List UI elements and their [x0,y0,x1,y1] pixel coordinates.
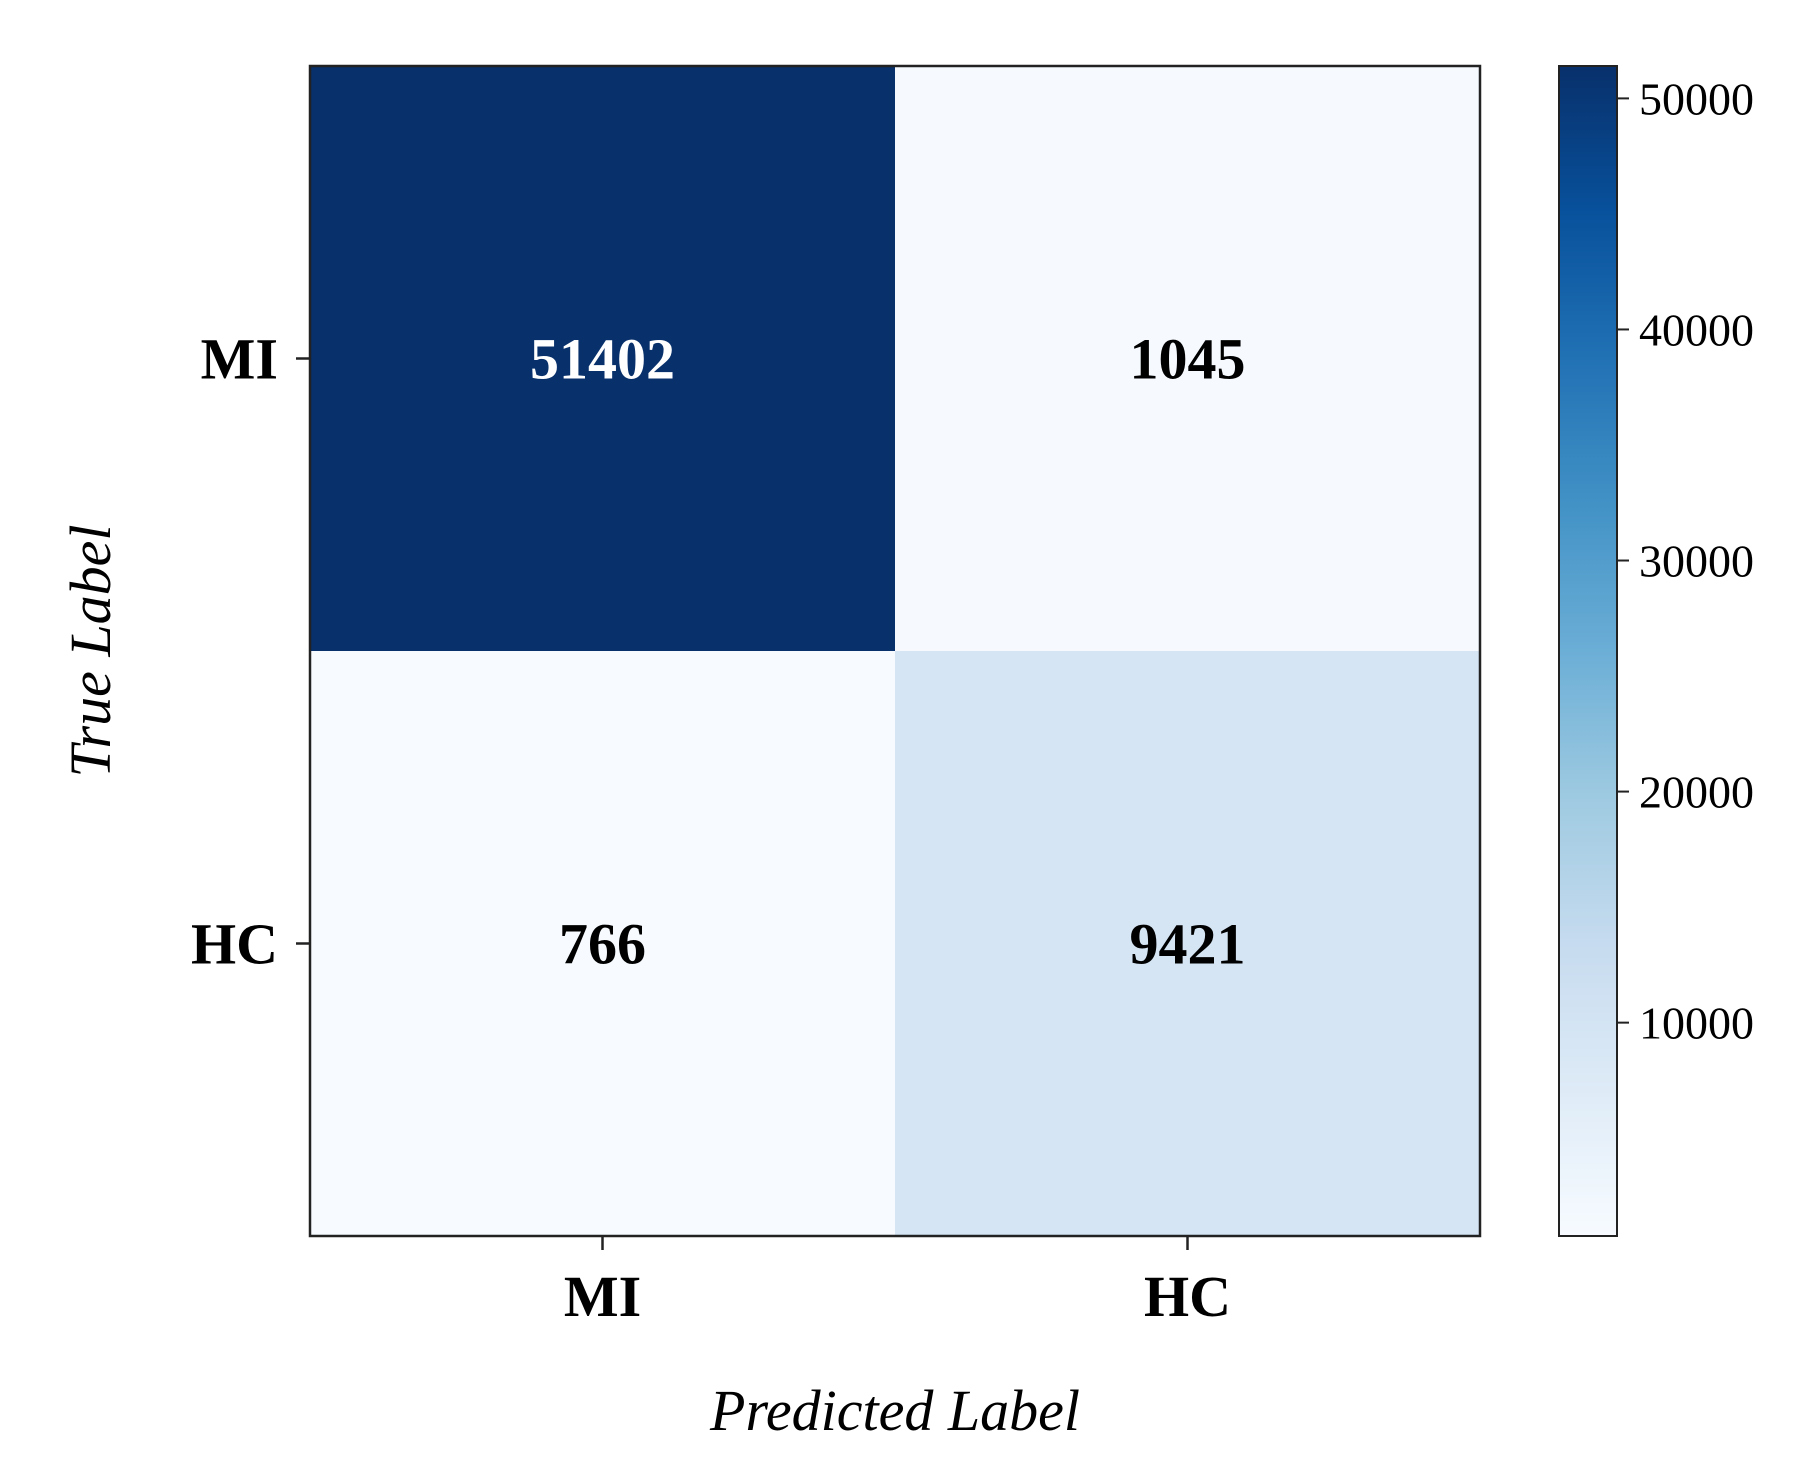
cell-value-label: 766 [559,912,646,977]
heatmap-cell [310,651,895,1236]
heatmap-cell [310,66,895,651]
x-axis: MI HC [564,1236,1231,1329]
x-axis-label: Predicted Label [709,1378,1080,1443]
colorbar-tick-label: 20000 [1639,767,1754,818]
plot-frame [308,64,1482,1238]
x-tick-label: MI [564,1264,641,1329]
y-axis-label: True Label [58,525,123,778]
colorbar-tick-label: 40000 [1639,304,1754,355]
y-axis: MI HC [191,327,310,977]
y-tick-label: MI [201,327,278,392]
heatmap-cell [895,651,1480,1236]
colorbar-tick-label: 30000 [1639,536,1754,587]
heatmap-cells [310,66,1480,1236]
colorbar-ticks: 10000 20000 30000 40000 50000 [1617,73,1754,1049]
colorbar-tick-label: 10000 [1639,998,1754,1049]
x-tick-label: HC [1144,1264,1231,1329]
cell-value-label: 9421 [1130,912,1246,977]
cell-value-label: 51402 [530,327,675,392]
heatmap-cell-labels: 51402 1045 766 9421 [530,327,1246,977]
heatmap-cell [895,66,1480,651]
cell-value-label: 1045 [1130,327,1246,392]
y-tick-label: HC [191,912,278,977]
colorbar-tick-label: 50000 [1639,73,1754,124]
colorbar [1558,65,1618,1237]
